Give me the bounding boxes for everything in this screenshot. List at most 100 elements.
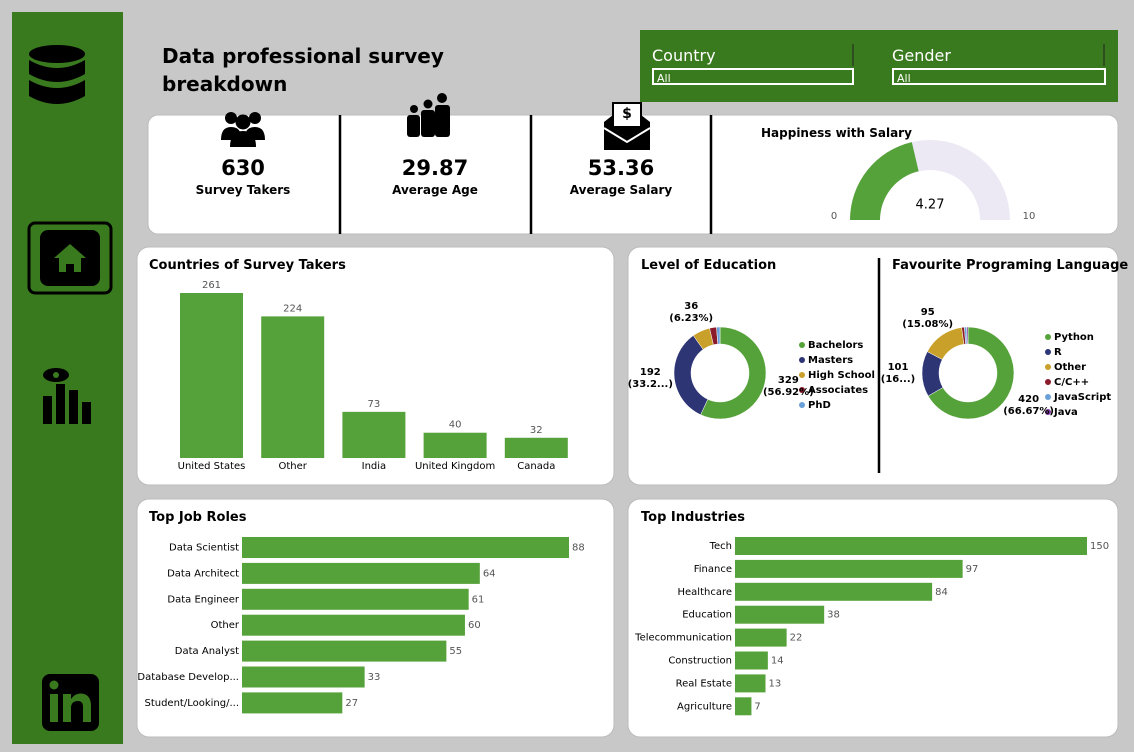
bar <box>735 582 933 601</box>
svg-text:$: $ <box>622 106 632 122</box>
report-icon[interactable] <box>43 368 91 424</box>
gauge-value <box>850 142 919 220</box>
kpi-value: 630 <box>221 156 265 180</box>
legend-label: R <box>1054 347 1062 358</box>
bar-value-label: 60 <box>468 620 481 631</box>
kpi-value: 29.87 <box>401 156 469 180</box>
bar-value-label: 7 <box>754 701 760 712</box>
bar <box>242 692 343 714</box>
y-tick-label: Data Analyst <box>175 646 239 657</box>
bar-value-label: 32 <box>530 425 543 436</box>
legend-label: Masters <box>808 355 853 366</box>
bar-value-label: 33 <box>368 672 381 683</box>
y-tick-label: Telecommunication <box>634 633 732 644</box>
donut-value-label: 192 (33.2...) <box>627 367 673 391</box>
donut-value-label: 36 (6.23%) <box>669 300 714 324</box>
legend-marker <box>1045 334 1051 340</box>
bar <box>504 437 568 458</box>
legend-marker <box>799 387 805 393</box>
legend-label: JavaScript <box>1053 392 1111 403</box>
y-tick-label: Data Architect <box>167 568 239 579</box>
x-tick-label: Canada <box>517 461 555 472</box>
bar <box>735 605 825 624</box>
bar <box>735 559 963 578</box>
gauge-tick-label: 0 <box>831 211 837 222</box>
x-tick-label: Other <box>278 461 307 472</box>
database-icon <box>29 45 85 104</box>
y-tick-label: Database Develop... <box>137 672 239 683</box>
kpi-label: Survey Takers <box>195 183 291 197</box>
bar <box>242 640 447 662</box>
home-button[interactable] <box>27 221 113 295</box>
legend-marker <box>799 342 805 348</box>
y-tick-label: Real Estate <box>676 678 732 689</box>
salary-icon: $ <box>603 102 651 150</box>
bar-value-label: 61 <box>472 594 485 605</box>
filter-label: Country <box>652 46 716 65</box>
y-tick-label: Education <box>682 610 732 621</box>
gender-dropdown[interactable]: All <box>892 68 1106 85</box>
bar <box>242 666 365 688</box>
family-icon <box>407 93 450 137</box>
legend-marker <box>799 357 805 363</box>
legend-label: Other <box>1054 362 1086 373</box>
kpi-label: Average Age <box>392 183 478 197</box>
gauge-value-label: 4.27 <box>916 198 945 213</box>
chart-title: Level of Education <box>641 258 777 273</box>
bar <box>342 411 406 458</box>
bar <box>735 651 768 670</box>
bar-value-label: 38 <box>827 610 840 621</box>
bar-value-label: 84 <box>935 587 948 598</box>
donut-slice <box>700 326 767 420</box>
legend-label: Associates <box>808 385 868 396</box>
x-tick-label: India <box>362 461 387 472</box>
donut-slice <box>927 326 1015 420</box>
gauge-tick-label: 10 <box>1023 211 1036 222</box>
donut-slice <box>966 326 969 345</box>
donut-value-label: 420 (66.67%) <box>1003 394 1054 417</box>
bar <box>180 293 243 458</box>
legend-marker <box>799 372 805 378</box>
bar-value-label: 14 <box>771 656 784 667</box>
kpi-value: 53.36 <box>587 156 655 180</box>
x-tick-label: United Kingdom <box>415 461 495 472</box>
x-tick-label: United States <box>178 461 246 472</box>
donut-value-label: 101 (16...) <box>880 362 916 386</box>
legend-label: C/C++ <box>1054 377 1089 388</box>
chart-title: Happiness with Salary <box>761 126 912 140</box>
legend-label: PhD <box>808 400 831 411</box>
legend-label: High School <box>808 370 875 381</box>
legend-marker <box>1045 394 1051 400</box>
bar-value-label: 64 <box>483 568 496 579</box>
legend-label: Bachelors <box>808 340 863 351</box>
chart-title: Top Job Roles <box>149 510 247 525</box>
legend-marker <box>1045 379 1051 385</box>
y-tick-label: Agriculture <box>677 701 732 712</box>
filter-label: Gender <box>892 46 951 65</box>
bar-value-label: 88 <box>572 543 585 554</box>
donut-value-label: 329 (56.92%) <box>762 375 814 399</box>
legend-marker <box>1045 409 1051 415</box>
bar-value-label: 73 <box>368 399 381 410</box>
chart-title: Favourite Programing Language <box>892 258 1129 273</box>
bar <box>735 537 1087 555</box>
legend-marker <box>1045 349 1051 355</box>
bar-value-label: 13 <box>769 678 782 689</box>
linkedin-icon[interactable] <box>42 674 99 731</box>
kpi-label: Average Salary <box>569 183 673 197</box>
donut-value-label: 95 (15.08%) <box>902 307 954 331</box>
bar <box>242 614 465 636</box>
bar-value-label: 224 <box>283 303 302 314</box>
bar <box>735 697 752 716</box>
y-tick-label: Tech <box>709 541 732 552</box>
y-tick-label: Student/Looking/... <box>144 698 239 709</box>
bar <box>735 674 766 693</box>
bar-value-label: 261 <box>202 280 221 291</box>
donut-slice <box>716 326 721 345</box>
country-dropdown[interactable]: All <box>652 68 854 85</box>
y-tick-label: Other <box>211 620 240 631</box>
filter-panel <box>640 30 1118 102</box>
bar <box>735 628 787 647</box>
